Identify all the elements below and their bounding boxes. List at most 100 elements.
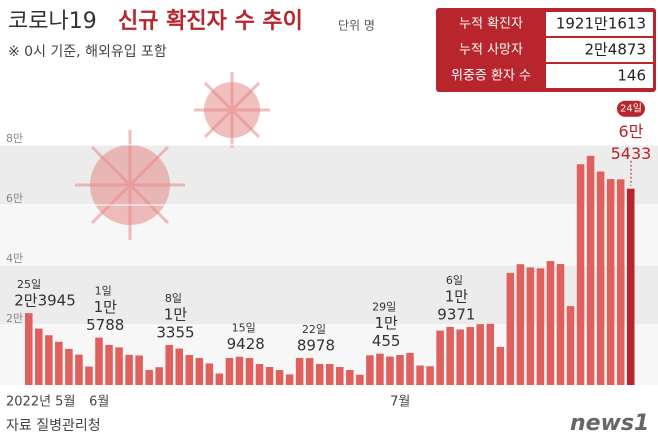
virus-spikes [75,72,270,240]
bar [135,355,143,385]
bar [456,329,464,385]
bar [496,346,505,385]
bar [516,264,525,385]
bar [406,352,414,385]
bar [386,356,394,385]
bar [85,366,93,385]
bar [185,355,194,385]
day-label: 24일 [620,103,642,115]
x-tick-label: 6월 [89,395,109,410]
y-tick-label: 8만 [6,132,23,145]
bar [426,366,434,385]
bar [346,370,354,385]
day-label: 22일 [302,322,326,336]
bar [205,363,214,385]
bar [105,344,113,385]
bar [35,328,43,385]
bar [466,327,474,385]
value-label: 2만3945 [14,292,76,310]
value-label: 9428 [227,335,265,353]
summary-value-cell [546,64,653,88]
bar [596,171,605,385]
value-label: 1만 [445,287,469,305]
bar [576,164,585,385]
x-tick-label: 7월 [390,395,410,410]
bar [336,367,344,385]
bar [115,347,123,385]
day-label: 15일 [232,321,256,335]
bar [95,337,103,385]
bar [366,355,374,385]
day-label: 1일 [95,284,112,298]
bar [526,267,535,385]
bar [436,330,444,385]
bar [285,374,294,385]
bar [606,179,615,385]
summary-label: 위중증 환자 수 [451,69,531,84]
bar [195,358,204,385]
day-badge [616,100,645,117]
bar [75,354,83,385]
bar [506,272,515,385]
summary-label: 누적 확진자 [459,17,523,32]
value-label: 5788 [86,316,124,334]
bar [55,341,63,385]
y-tick-label: 2만 [6,312,23,325]
bar [155,367,163,385]
bar [626,188,635,385]
value-label: 9371 [437,305,475,323]
summary-value: 2만4873 [584,41,646,59]
day-label: 25일 [17,277,41,291]
bar [396,355,404,385]
summary-value-cell [546,12,653,36]
y-tick-label: 6만 [6,192,23,205]
bar [255,364,264,385]
x-tick-label: 2022년 5월 [6,395,75,410]
value-label: 6만 [619,122,644,141]
logo: news1 [570,411,649,436]
bar [416,365,424,385]
bar [145,369,153,385]
bar [536,268,545,385]
bar [275,370,284,385]
subtitle: ※ 0시 기준, 해외유입 포함 [8,44,167,60]
unit: 단위 명 [338,19,375,33]
bar [315,364,324,385]
value-label: 5433 [611,144,652,163]
bar [45,335,53,385]
bar [376,353,384,385]
bar [65,348,73,385]
bar [325,364,334,385]
bar [556,263,565,385]
bar [616,179,625,385]
bar [165,344,173,385]
bar [476,324,485,385]
bar [175,348,184,385]
value-label: 8978 [297,337,335,355]
value-label: 1만 [374,314,398,332]
bar [295,358,304,385]
bar [235,356,244,385]
bar [446,326,454,385]
bar [265,367,274,385]
bar [486,323,495,385]
bar [225,358,234,385]
title: 코로나19 [8,9,97,34]
value-label: 3355 [156,323,194,341]
band [0,205,658,265]
bar [245,358,254,385]
bar [356,374,364,385]
bar [125,354,133,385]
day-label: 6일 [446,273,463,287]
value-label: 1만 [164,305,188,323]
bar [586,155,595,385]
bar [305,358,314,385]
source: 자료 질병관리청 [6,418,101,434]
title-bold: 신규 확진자 수 추이 [118,9,303,34]
bar [566,306,575,385]
bar [215,373,224,385]
value-label: 1만 [94,298,118,316]
summary-value: 1921만1613 [556,15,646,33]
